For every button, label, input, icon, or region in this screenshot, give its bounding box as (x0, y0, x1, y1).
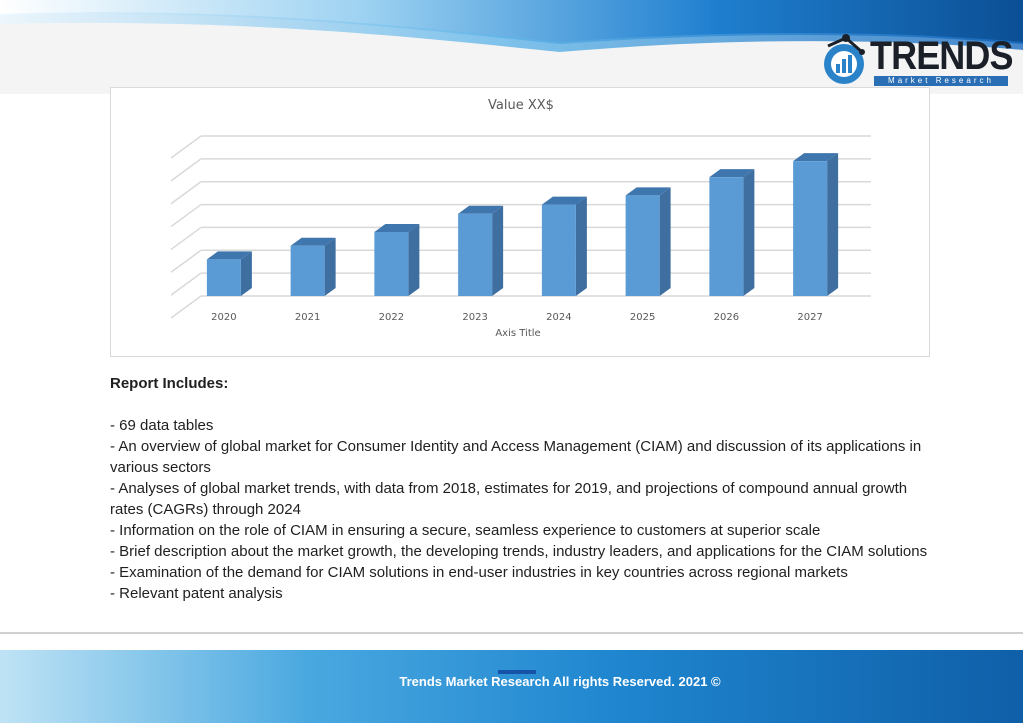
report-item: - Analyses of global market trends, with… (110, 480, 908, 518)
bar-side (827, 153, 839, 296)
grid-line-side (170, 249, 202, 273)
x-tick-label: 2024 (546, 312, 571, 323)
grid-line-side (170, 295, 202, 319)
grid-line-side (170, 203, 202, 228)
report-item: - Brief description about the market gro… (110, 543, 928, 560)
report-item: - Examination of the demand for CIAM sol… (110, 564, 848, 581)
bar-2020 (206, 251, 252, 296)
bar-2022 (374, 224, 420, 296)
bar-side (324, 237, 336, 296)
bar-side (575, 196, 587, 296)
x-tick-label: 2027 (797, 312, 822, 323)
bar-front (206, 259, 241, 296)
grid-line-side (170, 181, 202, 205)
grid-line-side (170, 135, 202, 159)
x-axis-title: Axis Title (495, 328, 540, 339)
x-tick-label: 2022 (379, 312, 404, 323)
bar-2027 (793, 153, 839, 296)
bar-2021 (290, 237, 336, 296)
report-item: - 69 data tables (110, 417, 214, 434)
bar-front (541, 204, 576, 296)
report-item: - Relevant patent analysis (110, 585, 283, 602)
bar-top (625, 187, 671, 196)
x-tick-label: 2020 (211, 312, 236, 323)
report-heading: Report Includes: (110, 375, 229, 392)
trends-logo: TRENDS Market Research (822, 34, 1014, 88)
grid-line-side (170, 226, 202, 251)
page-header: TRENDS Market Research (0, 0, 1023, 94)
x-tick-label: 2023 (462, 312, 487, 323)
section-divider (0, 632, 1023, 634)
bar-front (290, 245, 325, 296)
bar-front (374, 232, 409, 296)
bar-2023 (458, 205, 504, 296)
bar-front (709, 177, 744, 296)
bar-top (793, 153, 839, 162)
header-swoosh (0, 0, 1023, 52)
page-footer: Trends Market Research All rights Reserv… (0, 650, 1023, 723)
x-tick-label: 2025 (630, 312, 655, 323)
bar-side (408, 224, 420, 296)
bar-side (743, 169, 755, 296)
bar-side (659, 187, 671, 296)
logo-tagline: Market Research (874, 76, 1008, 86)
bar-top (458, 205, 504, 214)
chart-title: Value XX$ (488, 98, 554, 113)
bar-side (240, 251, 252, 296)
report-section: Report Includes: - 69 data tables - An o… (110, 373, 930, 604)
grid-line-side (170, 158, 202, 182)
bar-top (374, 224, 420, 232)
x-tick-label: 2026 (714, 312, 739, 323)
bar-chart: 2020 2021 2022 2023 2024 2025 2026 2027 Axis Tit… (170, 135, 871, 339)
bar-top (206, 251, 252, 260)
bar-front (625, 195, 660, 296)
bar-top (290, 237, 336, 246)
bar-2024 (541, 196, 587, 296)
report-item: - Information on the role of CIAM in ens… (110, 522, 821, 539)
logo-wordmark: TRENDS (870, 34, 1014, 78)
bar-2025 (625, 187, 671, 296)
chart-panel: Value XX$ 2020 2021 2022 2023 2024 2025 2026 20… (110, 87, 930, 357)
bar-side (492, 205, 504, 296)
bar-front (458, 213, 493, 296)
footer-accent (498, 670, 536, 674)
x-tick-label: 2021 (295, 312, 320, 323)
grid-line-side (170, 272, 202, 296)
report-item: - An overview of global market for Consu… (110, 438, 922, 476)
footer-copyright: Trends Market Research All rights Reserv… (399, 674, 721, 689)
bar-front (793, 161, 828, 296)
bar-top (541, 196, 587, 205)
bar-top (709, 169, 755, 178)
logo-emblem-icon (824, 34, 865, 84)
bar-2026 (709, 169, 755, 296)
